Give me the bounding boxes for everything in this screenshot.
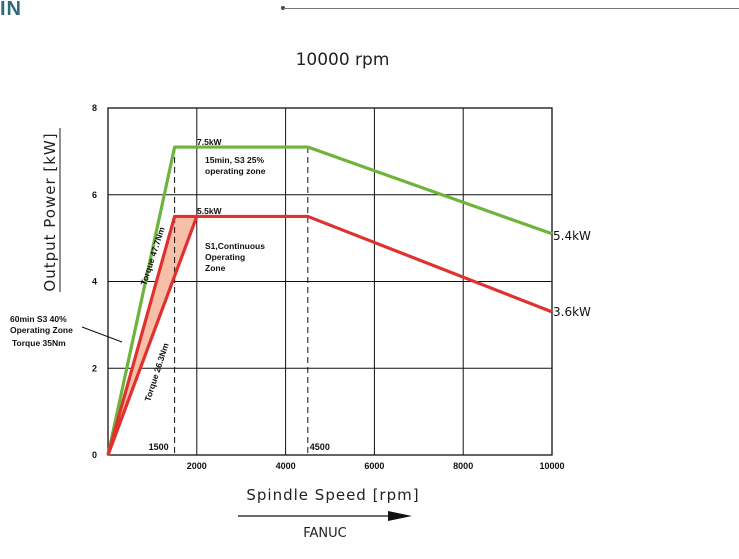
y-tick-label-0: 0 [92, 450, 97, 460]
y-axis-label: Output Power [kW] [41, 132, 59, 291]
s1-zone-label-3: Zone [205, 263, 226, 273]
y-tick-label-6: 6 [92, 190, 97, 200]
series-line-2 [106, 215, 199, 456]
x-tick-label-4000: 4000 [276, 461, 296, 471]
x-tick-label-6000: 6000 [364, 461, 384, 471]
end-red-label: 3.6kW [553, 305, 591, 319]
s3-40-leader-line [81, 326, 123, 343]
vline-label-4500: 4500 [310, 442, 330, 452]
vline-label-1500: 1500 [149, 442, 169, 452]
peak-green-label: 7.5kW [197, 137, 223, 147]
chart-vline-layer: 1500 4500 [149, 147, 330, 455]
peak-red-label: 5.5kW [197, 206, 223, 216]
x-tick-label-2000: 2000 [187, 461, 207, 471]
y-tick-label-4: 4 [92, 277, 97, 287]
s3-40-zone-label-1: 60min S3 40% [10, 314, 67, 324]
series-line-0 [106, 145, 553, 456]
s3-40-torque-label: Torque 35Nm [12, 338, 66, 348]
s3-25-zone-label-1: 15min, S3 25% [205, 155, 265, 165]
x-axis-label: Spindle Speed [rpm] [246, 486, 419, 504]
brand-logo-text: IN [0, 0, 22, 20]
x-direction-arrow-head [388, 511, 412, 521]
y-tick-label-8: 8 [92, 103, 97, 113]
source-label: FANUC [303, 526, 347, 541]
header-rule [283, 8, 739, 9]
s3-25-zone-label-2: operating zone [205, 166, 266, 176]
s1-zone-label-2: Operating [205, 252, 245, 262]
chart-tick-layer: 2000 4000 6000 8000 10000 0 2 4 6 8 [92, 103, 565, 471]
x-tick-label-8000: 8000 [453, 461, 473, 471]
chart-title: 10000 rpm [295, 50, 390, 70]
s3-40-zone-label-2: Operating Zone [10, 325, 73, 335]
x-tick-label-10000: 10000 [539, 461, 564, 471]
end-green-label: 5.4kW [553, 229, 591, 243]
chart-series-layer [106, 145, 553, 456]
s1-zone-label-1: S1,Continuous [205, 241, 265, 251]
y-tick-label-2: 2 [92, 363, 97, 373]
